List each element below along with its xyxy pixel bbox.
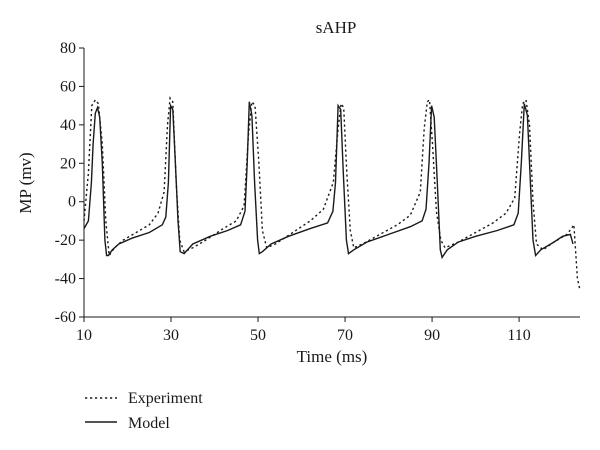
y-tick-label: -20	[55, 232, 76, 249]
series-line-model	[83, 101, 574, 260]
y-ticks: -60 -40 -20 0 20 40 60 80	[55, 40, 84, 326]
x-tick-label: 50	[250, 327, 266, 344]
series-line-experiment	[83, 96, 581, 291]
x-axis-label: Time (ms)	[297, 347, 368, 366]
y-tick-label: -40	[55, 271, 76, 288]
y-tick-label: 80	[60, 40, 76, 57]
x-tick-label: 90	[424, 327, 440, 344]
y-tick-label: 20	[60, 155, 76, 172]
legend-label-model: Model	[128, 415, 170, 432]
x-tick-label: 10	[76, 327, 92, 344]
x-tick-label: 70	[337, 327, 353, 344]
chart-title: sAHP	[316, 18, 357, 37]
y-axis-label: MP (mv)	[16, 152, 35, 213]
x-ticks: 10 30 50 70 90 110	[76, 317, 531, 344]
y-tick-label: 40	[60, 117, 76, 134]
y-tick-label: 60	[60, 78, 76, 95]
x-tick-label: 110	[507, 327, 530, 344]
y-tick-label: -60	[55, 309, 76, 326]
legend-label-experiment: Experiment	[128, 390, 203, 407]
x-tick-label: 30	[163, 327, 179, 344]
legend: Experiment Model	[85, 390, 203, 432]
y-tick-label: 0	[68, 194, 76, 211]
